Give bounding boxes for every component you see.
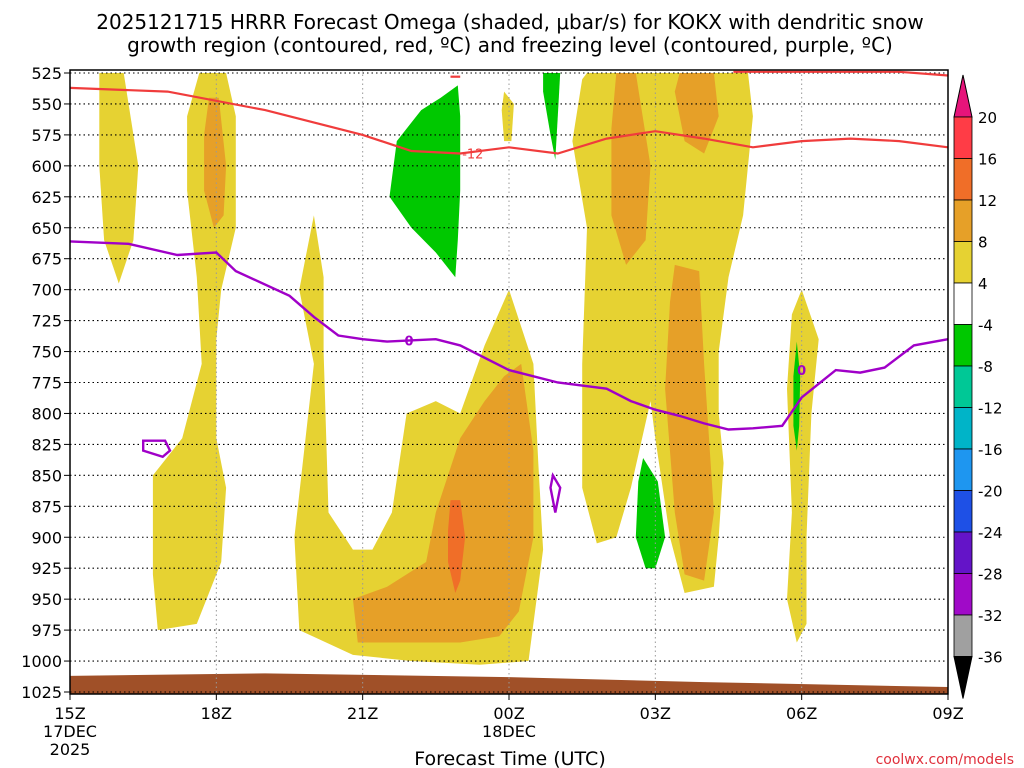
colorbar-bottom-arrow [953, 656, 973, 699]
y-tick-label-575: 575 [31, 126, 62, 145]
dgz-contour-label: -12 [462, 147, 483, 162]
colorbar-swatch-10 [953, 531, 973, 574]
colorbar-label--12: -12 [978, 400, 1003, 418]
y-tick-label-1025: 1025 [21, 683, 62, 702]
omega-region-8 [674, 73, 719, 154]
colorbar-label-8: 8 [978, 234, 988, 252]
colorbar-label--32: -32 [978, 607, 1003, 625]
omega-region-2 [204, 97, 227, 228]
y-tick-label-725: 725 [31, 312, 62, 331]
chart-title-line2: growth region (contoured, red, ºC) and f… [127, 33, 893, 57]
colorbar-swatch-6 [953, 365, 973, 408]
x-tick-label-15Z: 15Z [54, 704, 85, 723]
dgz-contour-top-segment-2 [733, 70, 949, 77]
colorbar-label--24: -24 [978, 524, 1003, 542]
credit-text: coolwx.com/models [876, 752, 1014, 768]
x-tick-label-06Z: 06Z [786, 704, 817, 723]
y-tick-label-900: 900 [31, 528, 62, 547]
y-tick-label-550: 550 [31, 95, 62, 114]
y-tick-label-600: 600 [31, 157, 62, 176]
x-tick-label-09Z: 09Z [932, 704, 963, 723]
colorbar-label-16: 16 [978, 151, 997, 169]
x-axis-label: Forecast Time (UTC) [414, 748, 605, 768]
omega-region-11 [501, 91, 514, 142]
colorbar-swatch-9 [953, 490, 973, 533]
terrain-layer [70, 673, 948, 694]
omega-region-12 [389, 85, 461, 278]
y-tick-label-975: 975 [31, 621, 62, 640]
grid-lines [70, 70, 948, 694]
y-tick-label-675: 675 [31, 250, 62, 269]
colorbar-swatch-7 [953, 407, 973, 450]
terrain-fill [70, 673, 948, 694]
colorbar-label--16: -16 [978, 441, 1003, 459]
omega-region-15 [793, 341, 801, 451]
omega-region-7 [611, 73, 651, 265]
plot-area: -12 0 0 [69, 69, 949, 695]
x-tick-label-21Z: 21Z [347, 704, 378, 723]
colorbar-swatch-11 [953, 573, 973, 616]
colorbar-top-arrow [953, 74, 973, 118]
x-tick-date-00Z: 18DEC [482, 722, 536, 741]
colorbar-label--20: -20 [978, 483, 1003, 501]
colorbar-label--28: -28 [978, 566, 1003, 584]
colorbar-label--4: -4 [978, 317, 993, 335]
colorbar-label--36: -36 [978, 649, 1003, 667]
y-tick-label-825: 825 [31, 435, 62, 454]
freezing-contour-loop-1 [141, 439, 172, 459]
colorbar-swatch-2 [953, 199, 973, 242]
chart-title-line1: 2025121715 HRRR Forecast Omega (shaded, … [96, 10, 923, 34]
y-tick-label-650: 650 [31, 219, 62, 238]
x-tick-label-00Z: 00Z [493, 704, 524, 723]
colorbar-label-12: 12 [978, 192, 997, 210]
freezing-contour-label-2: 0 [797, 364, 806, 379]
omega-region-0 [99, 73, 139, 284]
colorbar-swatch-8 [953, 448, 973, 491]
y-tick-label-775: 775 [31, 374, 62, 393]
omega-region-5 [448, 500, 466, 593]
colorbar-label-20: 20 [978, 109, 997, 127]
dgz-contour-line [69, 86, 949, 155]
y-tick-label-750: 750 [31, 343, 62, 362]
omega-shaded-fields [99, 73, 819, 665]
freezing-contour-loop-2 [549, 472, 562, 513]
colorbar-swatch-3 [953, 241, 973, 284]
y-tick-label-850: 850 [31, 466, 62, 485]
colorbar-swatch-5 [953, 324, 973, 367]
x-tick-year-15Z: 2025 [50, 740, 91, 759]
y-tick-label-925: 925 [31, 559, 62, 578]
contour-lines: -12 0 0 [69, 70, 949, 513]
colorbar-label--8: -8 [978, 358, 993, 376]
omega-region-9 [665, 264, 714, 581]
colorbar-swatch-4 [953, 282, 973, 325]
freezing-level-contour-line [69, 240, 949, 431]
freezing-contour-label-1: 0 [404, 334, 413, 349]
x-tick-label-18Z: 18Z [201, 704, 232, 723]
omega-region-13 [543, 73, 561, 160]
y-tick-label-1000: 1000 [21, 652, 62, 671]
colorbar: 20 16 12 8 4 -4 -8 -12 -16 -20 -24 -28 -32 -36 [953, 74, 1003, 699]
omega-region-14 [635, 458, 666, 569]
x-tick-date-15Z: 17DEC [43, 722, 97, 741]
x-tick-label-03Z: 03Z [640, 704, 671, 723]
omega-region-4 [352, 363, 534, 643]
colorbar-swatch-1 [953, 158, 973, 201]
colorbar-label-4: 4 [978, 275, 988, 293]
y-tick-label-625: 625 [31, 188, 62, 207]
y-axis-ticks: 525 550 575 600 625 650 675 700 725 750 775 800 825 8… [21, 64, 70, 702]
y-tick-label-700: 700 [31, 281, 62, 300]
colorbar-swatch-12 [953, 614, 973, 657]
y-tick-label-950: 950 [31, 590, 62, 609]
colorbar-swatch-0 [953, 116, 973, 159]
y-tick-label-875: 875 [31, 497, 62, 516]
y-tick-label-800: 800 [31, 404, 62, 423]
y-tick-label-525: 525 [31, 64, 62, 83]
